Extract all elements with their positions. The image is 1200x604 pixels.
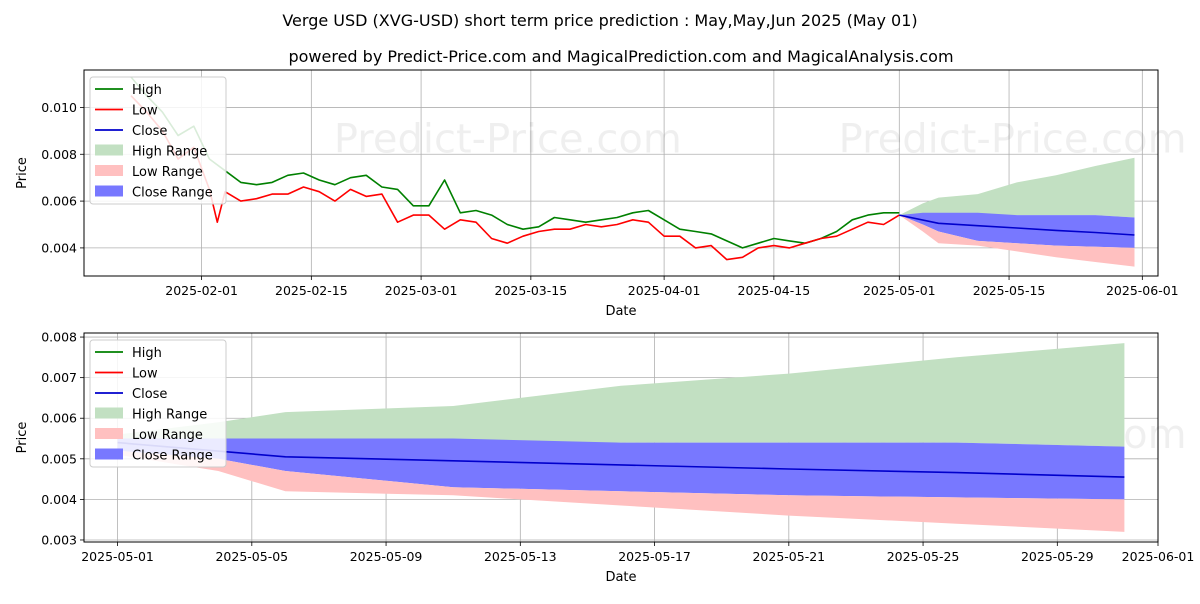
bottom-x-tick-label: 2025-05-05: [215, 549, 288, 564]
top-x-tick-label: 2025-03-01: [385, 283, 458, 298]
bottom-close-line: [117, 441, 1125, 478]
top-legend-label-low-range: Low Range: [132, 165, 203, 180]
bottom-close-range-band: [117, 438, 1125, 500]
top-x-tick-label: 2025-03-15: [495, 283, 568, 298]
bottom-legend-label-high: High: [132, 346, 162, 361]
top-low-line: [130, 95, 900, 261]
bottom-y-tick-label: 0.004: [41, 492, 77, 507]
bottom-legend-label-high-range: High Range: [132, 408, 207, 423]
top-axes-frame: [83, 69, 1159, 277]
bottom-y-tick-label: 0.005: [41, 451, 77, 466]
bottom-y-axis-label: Price: [15, 422, 30, 454]
top-watermark: Predict-Price.com: [839, 116, 1187, 162]
top-y-tick-label: 0.008: [41, 147, 77, 162]
top-x-tick-label: 2025-05-01: [863, 283, 936, 298]
bottom-high-range-band: [117, 343, 1125, 447]
bottom-y-tick-label: 0.006: [41, 411, 77, 426]
bottom-x-tick-label: 2025-06-01: [1122, 549, 1195, 564]
top-close-range-band: [899, 212, 1135, 248]
bottom-y-tick-label: 0.008: [41, 330, 77, 345]
top-legend-swatch-low-range: [95, 165, 123, 176]
top-watermark: Predict-Price.com: [334, 116, 682, 162]
bottom-legend-label-low: Low: [132, 367, 158, 382]
top-legend-label-high-range: High Range: [132, 145, 207, 160]
bottom-x-tick-label: 2025-05-29: [1021, 549, 1094, 564]
top-close-line: [899, 214, 1135, 236]
top-legend: [89, 76, 227, 205]
top-x-tick-label: 2025-02-01: [165, 283, 238, 298]
top-x-axis-label: Date: [605, 304, 636, 319]
top-x-tick-label: 2025-04-01: [628, 283, 701, 298]
bottom-x-tick-label: 2025-05-17: [618, 549, 691, 564]
bottom-y-tick-label: 0.003: [41, 532, 77, 547]
top-legend-label-close-range: Close Range: [132, 186, 213, 201]
top-legend-swatch-high-range: [95, 144, 123, 156]
chart-subtitle: powered by Predict-Price.com and Magical…: [288, 47, 953, 66]
top-y-tick-label: 0.004: [41, 240, 77, 255]
top-x-tick-label: 2025-04-15: [738, 283, 811, 298]
bottom-legend-swatch-low-range: [95, 428, 123, 439]
bottom-panel: Predict-Price.comPredict-Price.com2025-0…: [15, 330, 1194, 585]
top-legend-swatch-close-range: [95, 185, 123, 197]
bottom-legend: [89, 339, 227, 468]
top-high-range-band: [899, 157, 1135, 218]
bottom-x-tick-label: 2025-05-21: [752, 549, 825, 564]
top-y-tick-label: 0.006: [41, 194, 77, 209]
top-legend-label-low: Low: [132, 104, 158, 119]
top-x-tick-label: 2025-06-01: [1106, 283, 1179, 298]
bottom-low-range-band: [117, 450, 1125, 532]
bottom-legend-swatch-high-range: [95, 407, 123, 419]
top-low-range-band: [899, 215, 1135, 267]
chart-title: Verge USD (XVG-USD) short term price pre…: [282, 11, 917, 30]
bottom-y-tick-label: 0.007: [41, 370, 77, 385]
bottom-x-tick-label: 2025-05-13: [484, 549, 557, 564]
bottom-legend-label-low-range: Low Range: [132, 428, 203, 443]
bottom-axes-frame: [83, 332, 1159, 543]
bottom-x-tick-label: 2025-05-09: [350, 549, 423, 564]
top-y-tick-label: 0.010: [41, 100, 77, 115]
bottom-x-tick-label: 2025-05-01: [81, 549, 154, 564]
top-legend-label-high: High: [132, 83, 162, 98]
top-legend-label-close: Close: [132, 124, 167, 139]
top-panel: Predict-Price.com Predict-Price.com 2025-0…: [15, 69, 1187, 319]
top-x-tick-label: 2025-02-15: [275, 283, 348, 298]
top-high-line: [130, 76, 900, 249]
top-x-tick-label: 2025-05-15: [973, 283, 1046, 298]
bottom-legend-label-close: Close: [132, 387, 167, 402]
top-y-axis-label: Price: [15, 157, 30, 189]
bottom-x-axis-label: Date: [605, 570, 636, 585]
bottom-legend-label-close-range: Close Range: [132, 449, 213, 464]
bottom-legend-swatch-close-range: [95, 448, 123, 460]
bottom-x-tick-label: 2025-05-25: [887, 549, 960, 564]
